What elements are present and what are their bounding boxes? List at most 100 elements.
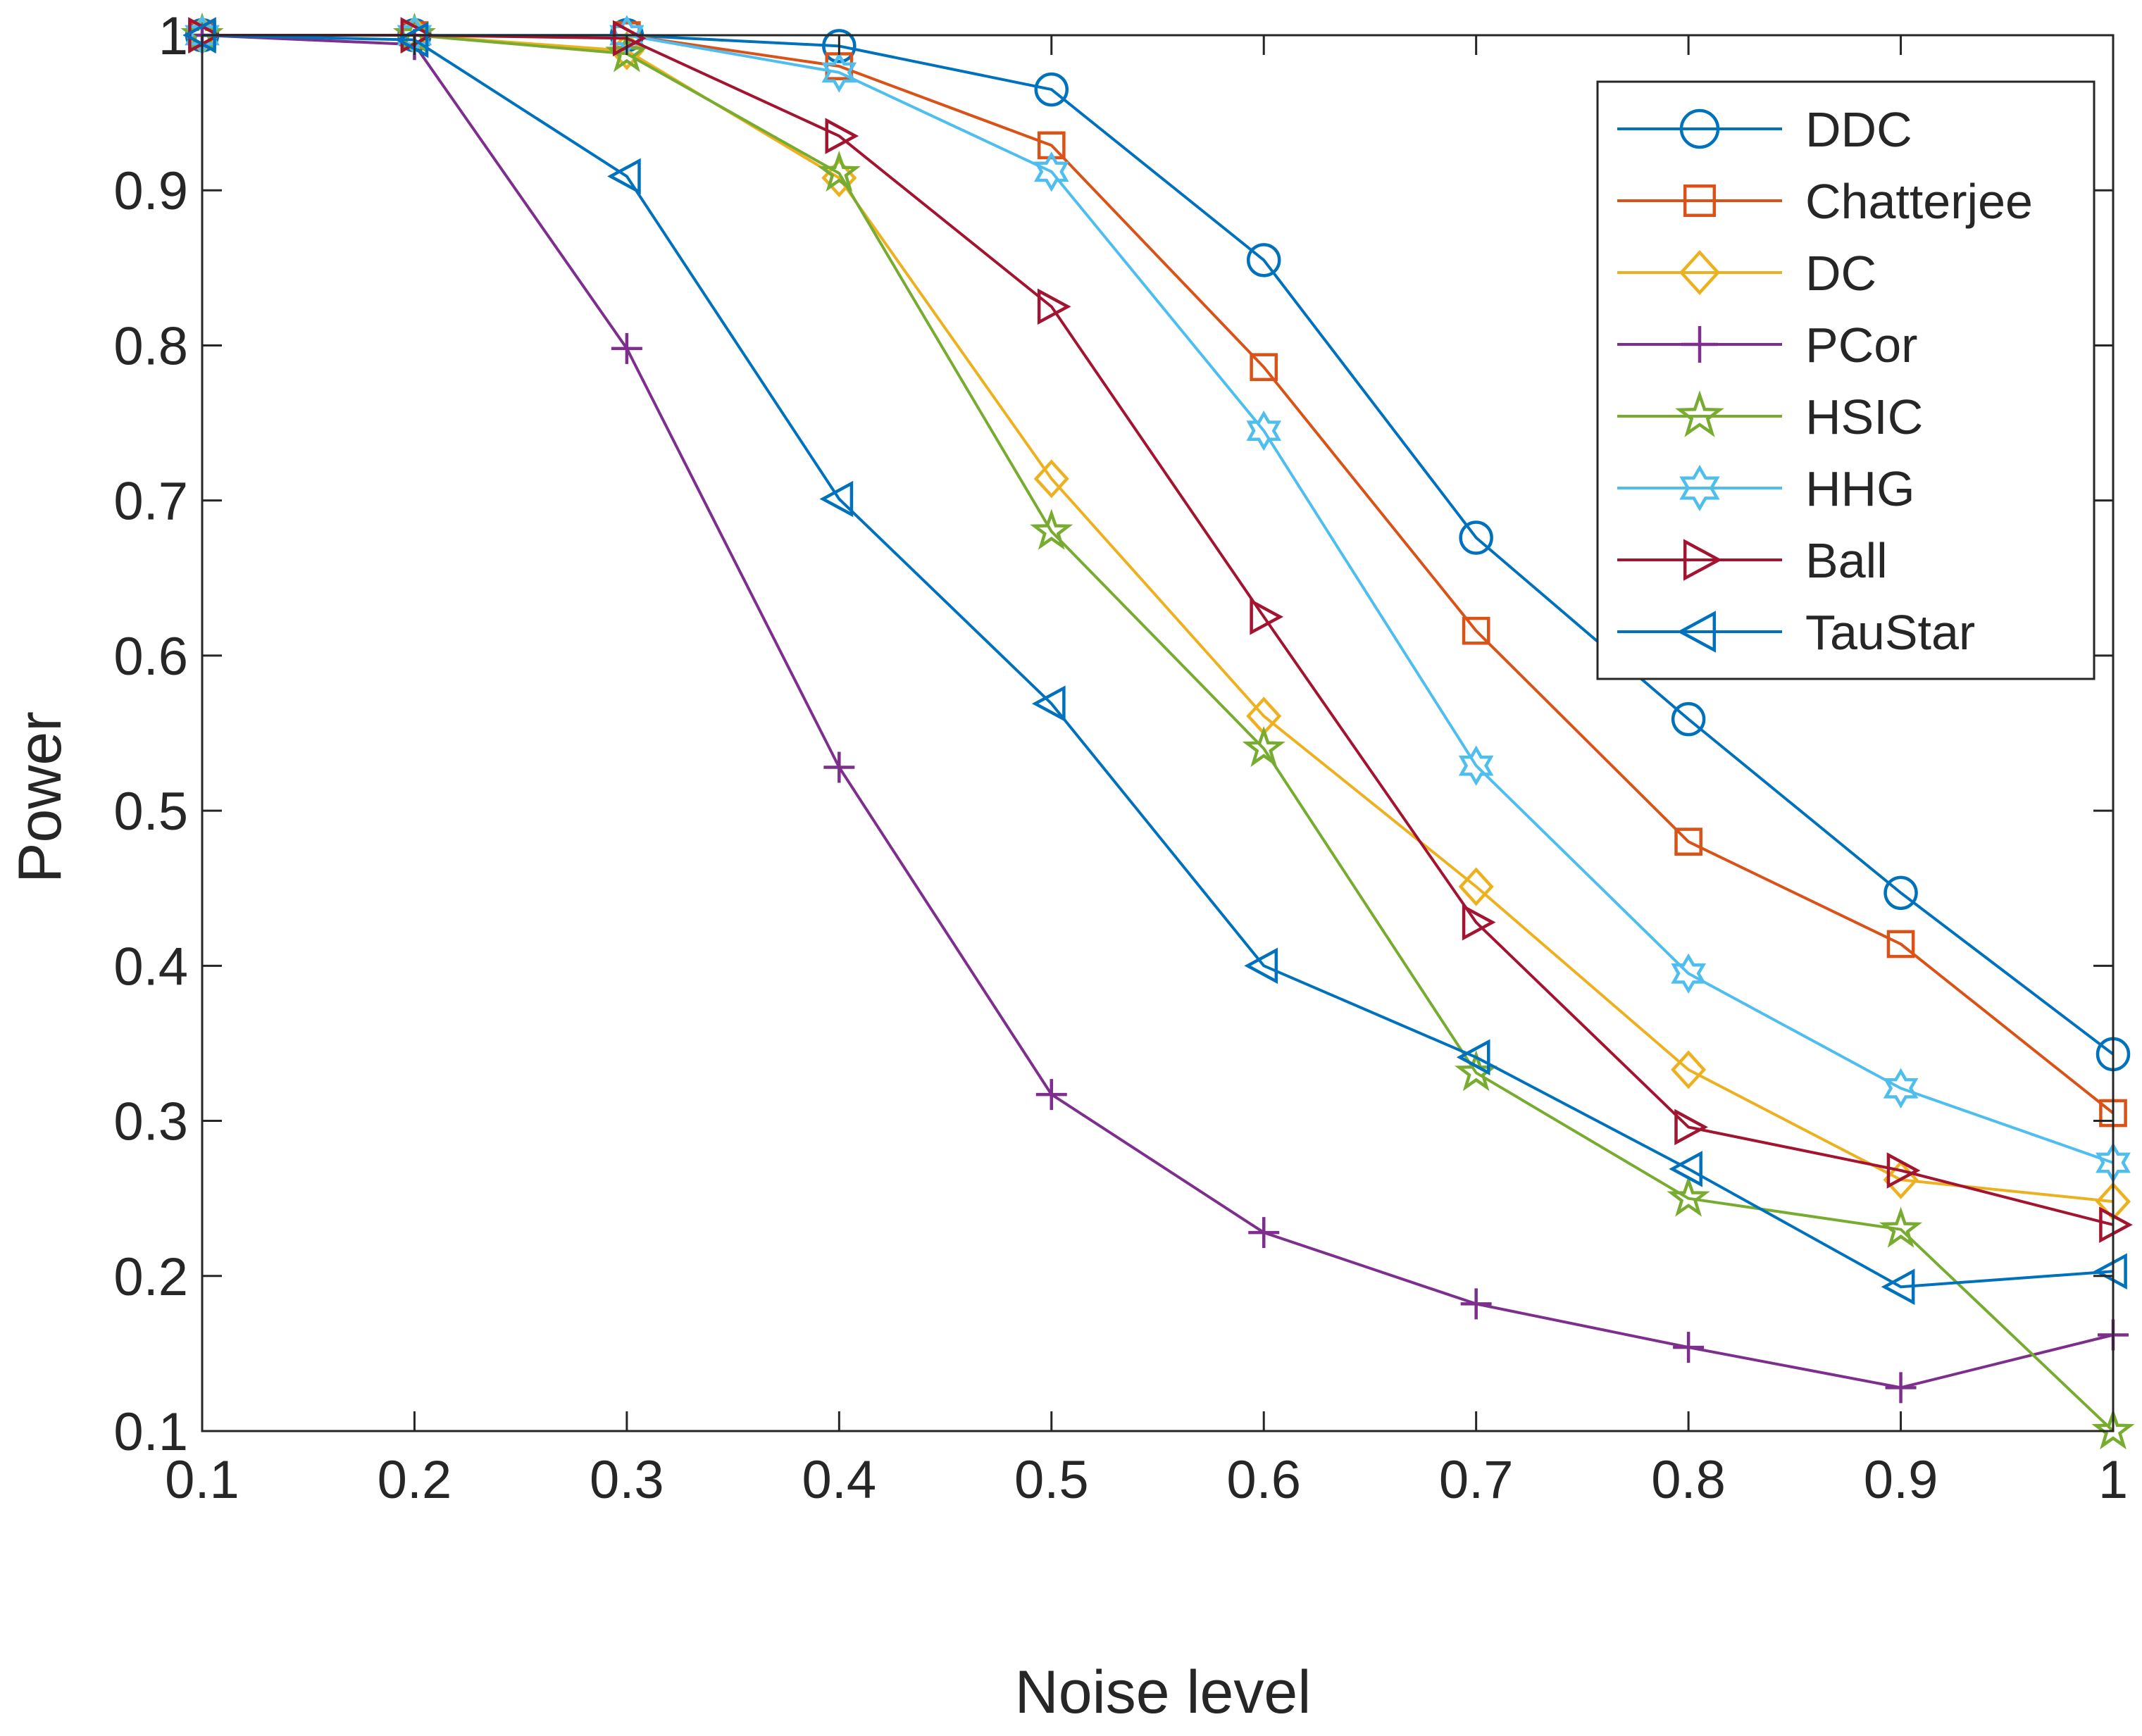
legend-label: PCor [1805,318,1917,373]
data-point-dc [1033,459,1069,499]
data-point-taustar [2093,1253,2127,1289]
series-ball [188,17,2133,1243]
data-point-hsic [1030,508,1073,550]
x-tick-label: 0.7 [1439,1450,1514,1510]
data-point-ddc [1459,520,1493,555]
legend-marker [1679,108,1720,149]
data-point-chatterjee [1250,353,1278,382]
data-point-hsic [2091,1408,2135,1450]
x-tick-label: 0.8 [1651,1450,1726,1510]
data-point-hsic [1242,725,1285,768]
data-point-ball [188,17,222,54]
series-line-dc [202,34,2114,1204]
data-point-hhg [1883,1068,1919,1109]
y-tick-label: 0.4 [113,937,188,997]
legend-entry-dc: DC [1617,246,1876,301]
legend-label: TauStar [1805,605,1975,660]
series-line-taustar [201,34,2114,1289]
x-axis-label: Noise level [1015,1659,1312,1726]
data-point-ball [613,20,647,57]
y-tick-label: 0.7 [113,472,188,532]
data-point-ddc [1034,72,1069,107]
y-tick-label: 0.3 [113,1092,188,1152]
y-tick-label: 0.8 [113,316,188,376]
y-tick-label: 1 [158,6,188,66]
y-tick-label: 0.6 [113,627,188,687]
y-tick-label: 0.5 [113,782,188,842]
data-point-ball [1886,1152,1921,1189]
x-tick-label: 0.2 [378,1450,452,1510]
data-point-ball [1250,599,1284,635]
legend-marker [1676,611,1717,653]
x-tick-label: 0.6 [1226,1450,1301,1510]
x-tick-label: 1 [2098,1450,2128,1510]
data-point-taustar [394,21,429,58]
legend-entry-pcor: PCor [1617,318,1917,373]
data-point-taustar [1456,1039,1490,1076]
legend-entry-chatterjee: Chatterjee [1617,174,2033,229]
legend: DDC Chatterjee DC PCor HSIC HHG Ball TauStar [1596,80,2096,680]
y-tick-label: 0.2 [113,1247,188,1307]
x-tick-label: 0.9 [1864,1450,1938,1510]
data-point-hsic [1667,1175,1710,1217]
data-point-hhg [1671,953,1706,994]
data-point-hsic [817,150,861,192]
legend-box [1596,80,2096,680]
data-point-taustar [1031,685,1066,722]
series-line-hsic [202,34,2115,1432]
data-point-taustar [1669,1151,1702,1187]
y-axis-label: Power [6,711,74,883]
legend-label: Ball [1805,533,1888,588]
legend-label: HSIC [1805,389,1923,444]
legend-marker [1675,390,1724,437]
data-point-chatterjee [1462,616,1490,645]
data-point-ball [1674,1109,1708,1146]
data-point-ball [825,118,859,154]
data-point-hhg [821,52,857,93]
data-point-ball [1037,288,1071,325]
data-point-chatterjee [1674,828,1702,856]
legend-entry-hhg: HHG [1617,461,1915,516]
y-tick-label: 0.9 [113,161,188,221]
legend-label: DC [1805,246,1876,301]
legend-marker [1683,539,1723,581]
axes-layer: 0.1 0.2 0.3 0.4 0.5 0.6 0.7 0.8 0.9 1 0.1 0.2 0.3 0.4… [113,6,2128,1510]
y-tick-label: 0.1 [113,1402,188,1462]
data-point-chatterjee [1886,930,1915,958]
data-point-pcor [1035,1079,1067,1111]
data-point-dc [1671,1050,1707,1089]
x-tick-label: 0.4 [802,1450,877,1510]
series-line-ball [202,34,2114,1227]
plot-area-frame [201,34,2115,1432]
legend-marker [1681,326,1718,363]
series-line-pcor [201,34,2114,1390]
data-point-pcor [823,751,855,783]
data-point-ddc [1883,875,1918,911]
data-point-hhg [1033,151,1069,192]
x-tick-label: 0.1 [165,1450,239,1510]
series-taustar [182,17,2127,1305]
data-point-ball [2099,1206,2133,1243]
data-point-pcor [1460,1288,1492,1320]
data-point-pcor [611,332,642,364]
data-point-ddc [1246,243,1281,277]
data-point-ddc [822,29,857,63]
legend-marker [1679,250,1721,295]
legend-entry-hsic: HSIC [1617,389,1923,444]
data-point-ball [1462,904,1496,941]
data-point-ddc [1671,701,1706,737]
x-tick-label: 0.5 [1014,1450,1089,1510]
data-point-pcor [1885,1372,1917,1404]
data-point-hhg [1458,745,1494,786]
data-point-pcor [1248,1217,1280,1249]
data-point-hhg [1246,410,1282,451]
data-point-taustar [607,158,641,195]
legend-entry-taustar: TauStar [1617,605,1975,660]
legend-marker [1683,184,1717,218]
data-point-hsic [1879,1206,1923,1248]
legend-marker [1679,464,1720,512]
legend-label: Chatterjee [1805,174,2033,229]
x-tick-label: 0.3 [590,1450,664,1510]
legend-entry-ball: Ball [1617,533,1888,588]
